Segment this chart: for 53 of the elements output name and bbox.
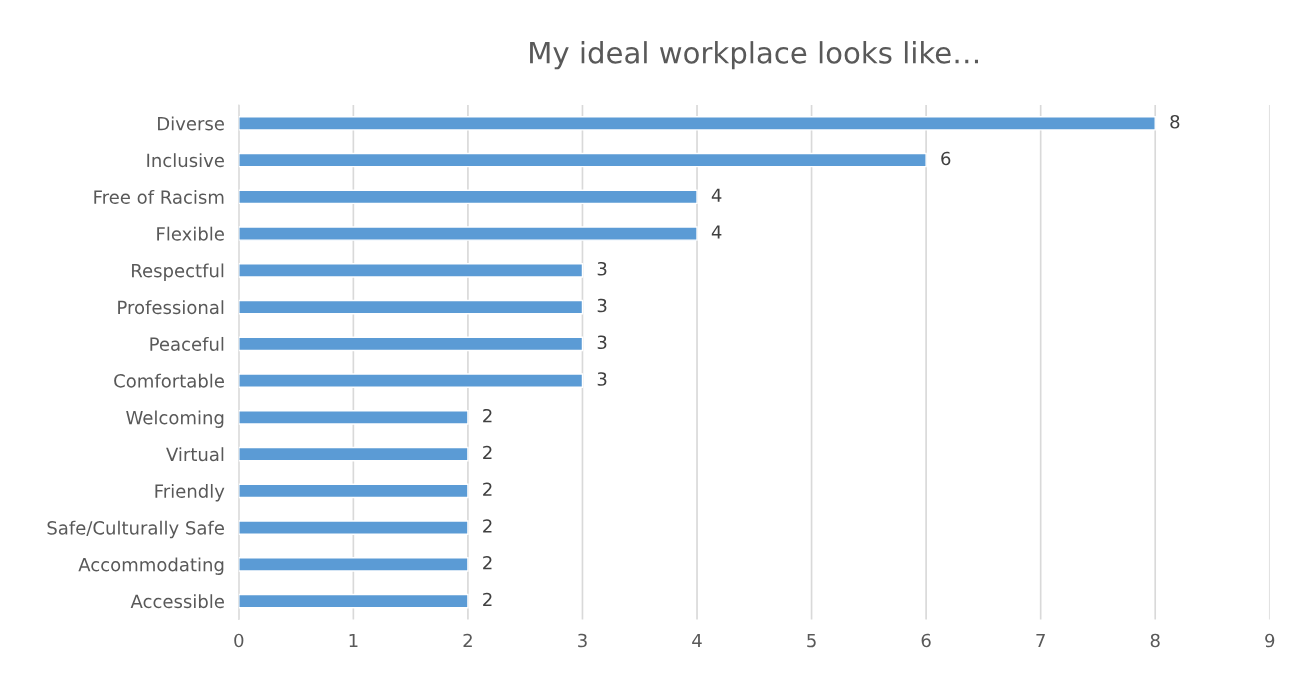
y-tick-label: Inclusive bbox=[147, 153, 224, 168]
y-tick-label: Accommodating bbox=[78, 557, 224, 575]
y-tick-label: Flexible bbox=[157, 226, 224, 241]
x-tick-label: 9 bbox=[1265, 633, 1275, 648]
x-tick-label: 2 bbox=[463, 633, 472, 648]
bar bbox=[238, 226, 698, 241]
data-label: 2 bbox=[483, 482, 492, 496]
y-tick-label: Safe/Culturally Safe bbox=[47, 520, 224, 539]
y-tick-label: Professional bbox=[118, 300, 224, 315]
bar bbox=[238, 410, 469, 425]
data-label: 8 bbox=[1170, 114, 1180, 129]
bar bbox=[238, 189, 698, 205]
y-tick-label: Peaceful bbox=[150, 336, 224, 351]
data-label: 6 bbox=[941, 151, 951, 166]
bar bbox=[238, 336, 584, 352]
bar bbox=[238, 557, 469, 572]
y-tick-label: Virtual bbox=[166, 447, 224, 462]
x-tick-label: 7 bbox=[1036, 633, 1045, 648]
data-label: 2 bbox=[483, 408, 492, 423]
x-tick-label: 0 bbox=[234, 633, 244, 648]
x-tick-label: 5 bbox=[807, 633, 816, 648]
y-tick-label: Accessible bbox=[130, 594, 224, 609]
bar bbox=[238, 152, 927, 168]
y-tick-label: Welcoming bbox=[126, 410, 224, 428]
data-label: 4 bbox=[711, 225, 722, 239]
data-label: 3 bbox=[597, 298, 607, 313]
bar bbox=[238, 299, 584, 315]
y-tick-label: Respectful bbox=[132, 263, 224, 281]
data-label: 2 bbox=[483, 555, 492, 570]
bar bbox=[238, 593, 469, 609]
bar bbox=[238, 116, 1156, 131]
chart-title: My ideal workplace looks like… bbox=[530, 41, 978, 70]
data-label: 2 bbox=[483, 519, 492, 533]
data-label: 2 bbox=[483, 592, 492, 607]
bar bbox=[238, 483, 469, 499]
x-tick-label: 4 bbox=[692, 633, 702, 648]
data-label: 3 bbox=[597, 261, 607, 276]
x-tick-label: 3 bbox=[578, 633, 587, 648]
bar bbox=[238, 373, 584, 388]
data-label: 3 bbox=[597, 335, 607, 350]
y-tick-label: Friendly bbox=[155, 483, 225, 502]
y-tick-label: Diverse bbox=[158, 116, 224, 131]
bar bbox=[238, 520, 469, 535]
bar bbox=[238, 446, 469, 462]
x-tick-label: 6 bbox=[921, 633, 931, 648]
x-tick-label: 1 bbox=[349, 633, 358, 648]
data-label: 3 bbox=[597, 372, 607, 386]
x-tick-label: 8 bbox=[1150, 633, 1160, 648]
bar bbox=[238, 263, 584, 278]
y-tick-label: Comfortable bbox=[114, 373, 224, 388]
y-tick-label: Free of Racism bbox=[94, 189, 224, 204]
data-label: 2 bbox=[483, 445, 492, 460]
data-label: 4 bbox=[711, 188, 722, 202]
